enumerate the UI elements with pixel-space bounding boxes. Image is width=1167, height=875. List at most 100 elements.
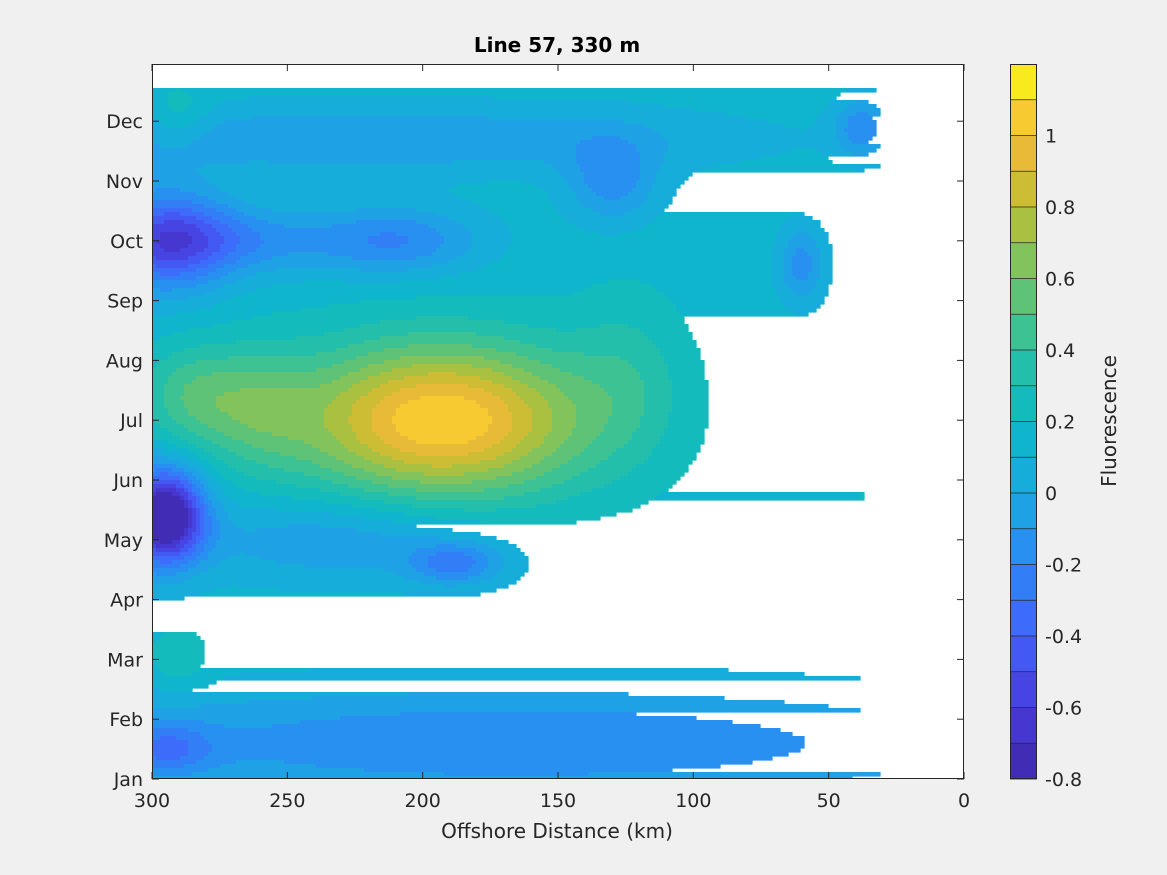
contour-cell [356, 356, 401, 361]
contour-cell [152, 320, 233, 325]
contour-cell [304, 440, 341, 445]
contour-cell [204, 220, 221, 225]
contour-cell [172, 560, 189, 565]
contour-cell [184, 392, 225, 397]
contour-cell [320, 464, 353, 469]
contour-cell [772, 284, 789, 289]
contour-cell [488, 564, 505, 569]
contour-cell [152, 208, 193, 213]
contour-cell [612, 400, 645, 405]
contour-cell [360, 396, 385, 401]
contour-cell [228, 448, 265, 453]
contour-cell [700, 168, 857, 173]
contour-cell [436, 516, 601, 521]
contour-cell [220, 220, 241, 225]
contour-cell [376, 508, 465, 513]
contour-cell [448, 216, 501, 221]
contour-cell [500, 552, 525, 557]
contour-cell [848, 120, 877, 125]
contour-cell [672, 404, 709, 409]
contour-cell [676, 308, 789, 313]
contour-cell [488, 428, 513, 433]
contour-cell [152, 236, 161, 241]
contour-cell [356, 432, 377, 437]
contour-cell [164, 396, 181, 401]
contour-cell [476, 400, 505, 405]
contour-cell [372, 448, 401, 453]
contour-cell [520, 340, 653, 345]
contour-cell [396, 428, 489, 433]
contour-cell [220, 520, 233, 525]
contour-cell [152, 632, 165, 637]
contour-cell [380, 400, 409, 405]
contour-cell [152, 760, 197, 765]
contour-cell [644, 224, 781, 229]
contour-cell [164, 124, 189, 129]
contour-cell [612, 408, 645, 413]
contour-cell [152, 88, 177, 93]
contour-cell [212, 516, 217, 521]
contour-cell [180, 188, 221, 193]
contour-cell [224, 284, 273, 289]
contour-cell [408, 240, 445, 245]
contour-cell [564, 216, 657, 221]
contour-cell [480, 572, 497, 577]
contour-cell [188, 548, 197, 553]
contour-cell [252, 116, 489, 121]
contour-cell [800, 128, 805, 133]
contour-cell [492, 260, 773, 265]
y-tick-label: Jan [113, 769, 143, 791]
contour-cell [616, 448, 653, 453]
contour-cell [352, 424, 373, 429]
contour-cell [456, 256, 501, 261]
contour-cell [260, 556, 409, 561]
contour-cell [520, 440, 545, 445]
contour-cell [488, 408, 509, 413]
contour-cell [376, 472, 425, 477]
contour-cell [220, 232, 237, 237]
contour-cell [192, 140, 581, 145]
contour-cell [544, 440, 565, 445]
contour-cell [552, 424, 577, 429]
contour-cell [656, 180, 685, 185]
contour-cell [168, 104, 189, 109]
contour-cell [300, 308, 677, 313]
contour-cell [552, 200, 581, 205]
contour-cell [556, 500, 649, 505]
contour-cell [484, 552, 501, 557]
contour-cell [232, 228, 253, 233]
contour-cell [164, 384, 185, 389]
contour-cell [180, 756, 205, 761]
contour-cell [260, 236, 369, 241]
contour-cell [640, 416, 669, 421]
contour-cell [236, 340, 365, 345]
contour-cell [152, 672, 165, 677]
contour-cell [368, 352, 517, 357]
contour-cell [152, 100, 169, 105]
contour-cell [244, 292, 573, 297]
contour-cell [592, 136, 621, 141]
contour-cell [220, 528, 245, 533]
contour-cell [784, 268, 793, 273]
contour-cell [612, 480, 677, 485]
contour-cell [612, 396, 645, 401]
contour-cell [572, 292, 665, 297]
contour-cell [152, 704, 201, 709]
contour-cell [620, 196, 649, 201]
contour-cell [268, 220, 357, 225]
contour-cell [152, 388, 165, 393]
contour-cell [168, 100, 193, 105]
contour-cell [152, 644, 205, 649]
contour-cell [552, 420, 577, 425]
contour-cell [200, 552, 209, 557]
contour-cell [568, 220, 653, 225]
contour-cell [232, 416, 325, 421]
contour-cell [204, 736, 805, 741]
contour-cell [792, 268, 813, 273]
contour-fill [152, 88, 881, 779]
contour-cell [580, 140, 629, 145]
contour-cell [392, 476, 497, 481]
contour-cell [332, 364, 369, 369]
contour-cell [384, 464, 433, 469]
contour-cell [580, 168, 641, 173]
